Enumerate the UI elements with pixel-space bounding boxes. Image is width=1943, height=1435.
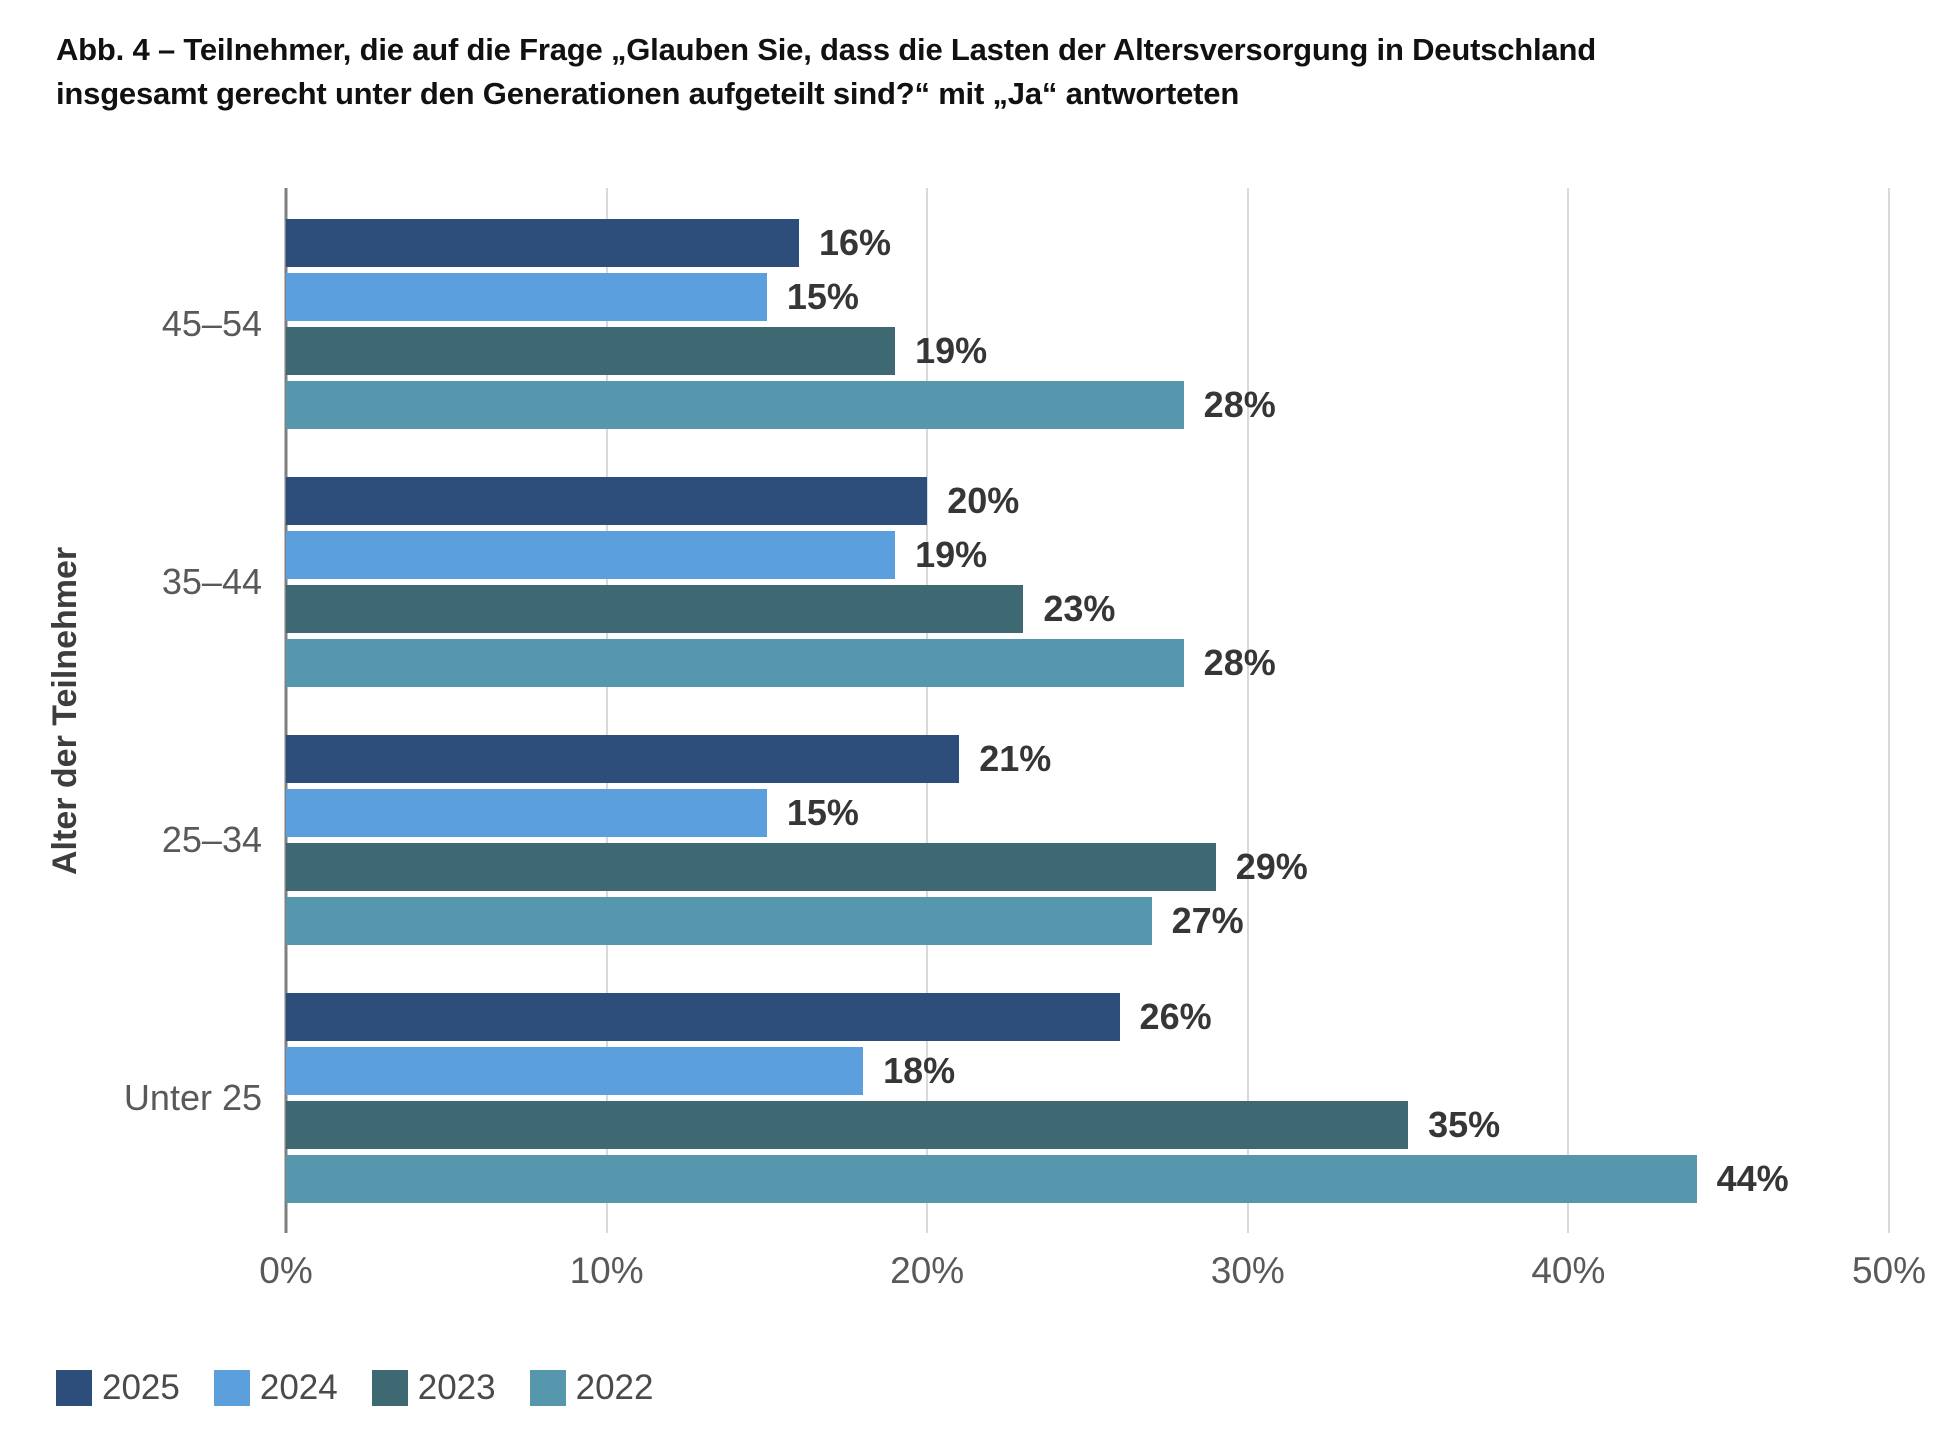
bar-row: 16% [286,219,1889,267]
bar-value-label: 18% [883,1050,956,1091]
bar [286,1155,1697,1203]
legend-label: 2022 [575,1368,654,1407]
bar [286,381,1184,429]
bar-value-label: 28% [1203,384,1276,425]
chart-title: Abb. 4 – Teilnehmer, die auf die Frage „… [56,28,1896,116]
bar [286,789,767,837]
bar [286,477,928,525]
legend-swatch [56,1370,92,1406]
bar [286,273,767,321]
bar-value-label: 15% [786,276,859,317]
bar [286,1101,1409,1149]
bar-value-label: 27% [1171,900,1244,941]
bar [286,219,799,267]
bar-group: 26% 18% 35% 44% [286,993,1889,1203]
legend-swatch [213,1370,250,1406]
bar-row: 15% [286,273,1889,321]
bar-value-label: 19% [915,534,988,575]
x-tick-label: 20% [890,1250,965,1291]
bar [286,585,1024,633]
bar [286,1047,864,1095]
bar-row: 20% [286,477,1889,525]
chart-title-line-1: Abb. 4 – Teilnehmer, die auf die Frage „… [56,32,1596,67]
bar-group: 21% 15% 29% 27% [286,735,1889,945]
bar-value-label: 20% [947,480,1020,521]
legend-item: 2023 [371,1368,496,1408]
legend-item: 2025 [56,1368,180,1408]
bar [286,843,1216,891]
gridline [1246,188,1249,1233]
legend-label: 2025 [102,1368,180,1407]
bar-value-label: 44% [1716,1158,1789,1199]
gridline [605,188,608,1233]
x-tick-label: 50% [1851,1250,1927,1291]
category-label: 45–54 [161,303,262,344]
legend-item: 2022 [529,1368,654,1408]
x-tick-label: 30% [1210,1250,1285,1291]
bar-row: 18% [286,1047,1889,1095]
category-label: 25–34 [161,819,262,860]
bar-row: 27% [286,897,1889,945]
legend-item: 2024 [213,1368,338,1408]
chart-title-line-2: insgesamt gerecht unter den Generationen… [56,76,1240,111]
bar [286,639,1184,687]
bar [286,735,960,783]
bar-row: 28% [286,381,1889,429]
bar-row: 28% [286,639,1889,687]
bar-row: 26% [286,993,1889,1041]
bar-row: 19% [286,531,1889,579]
legend-label: 2024 [259,1368,338,1407]
plot-area: 16% 15% 19% 28% 20% 19% 23% 28% 21% 15% 29% 27% 26% 1… [284,188,1890,1233]
legend: 2025 2024 2023 2022 [56,1364,654,1412]
bar [286,993,1120,1041]
bar-row: 35% [286,1101,1889,1149]
bar-row: 44% [286,1155,1889,1203]
category-label: Unter 25 [123,1077,262,1118]
x-tick-label: 40% [1531,1250,1606,1291]
bar-value-label: 29% [1235,846,1308,887]
bar-row: 15% [286,789,1889,837]
bar-value-label: 26% [1139,996,1212,1037]
gridline [1567,188,1570,1233]
bar-group: 16% 15% 19% 28% [286,219,1889,429]
bar [286,531,896,579]
bar [286,327,896,375]
bar-row: 19% [286,327,1889,375]
bar-group: 20% 19% 23% 28% [286,477,1889,687]
legend-label: 2023 [417,1368,496,1407]
legend-swatch [529,1370,566,1406]
x-tick-label: 0% [259,1250,313,1291]
x-tick-label: 10% [569,1250,644,1291]
bar-value-label: 15% [786,792,859,833]
category-label: 35–44 [161,561,262,602]
legend-swatch [371,1370,408,1406]
bar-row: 21% [286,735,1889,783]
gridline [1888,188,1890,1233]
bar-value-label: 16% [818,222,892,263]
bar-row: 23% [286,585,1889,633]
bar-value-label: 28% [1203,642,1276,683]
y-axis-line [284,188,288,1233]
bar-value-label: 21% [979,738,1052,779]
bar [286,897,1152,945]
gridline [926,188,929,1233]
bar-value-label: 23% [1043,588,1116,629]
bar-row: 29% [286,843,1889,891]
bar-value-label: 35% [1428,1104,1501,1145]
bar-value-label: 19% [915,330,988,371]
